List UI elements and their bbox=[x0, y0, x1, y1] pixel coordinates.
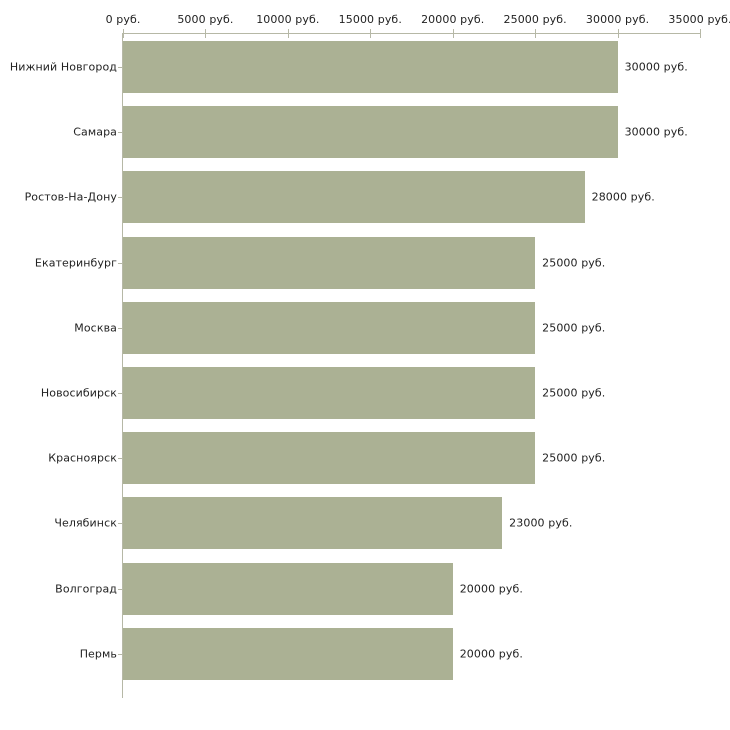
y-axis-tick bbox=[118, 132, 123, 133]
y-axis-tick bbox=[118, 589, 123, 590]
bar-value-label: 25000 руб. bbox=[542, 256, 606, 270]
bar[interactable] bbox=[123, 367, 536, 419]
bar[interactable] bbox=[123, 301, 536, 354]
y-axis-tick bbox=[118, 458, 123, 459]
x-axis-tick-label: 25000 руб. bbox=[503, 13, 567, 26]
x-axis-tick bbox=[205, 29, 207, 38]
x-axis-tick bbox=[452, 29, 454, 38]
y-axis-tick bbox=[118, 328, 123, 329]
x-axis-line bbox=[122, 33, 700, 34]
y-axis-category-label: Красноярск bbox=[48, 451, 117, 465]
y-axis-category-label: Нижний Новгород bbox=[9, 60, 117, 74]
x-axis-tick-label: 0 руб. bbox=[105, 13, 141, 26]
bar[interactable] bbox=[123, 41, 618, 93]
bar-value-label: 25000 руб. bbox=[542, 321, 606, 335]
x-axis-tick bbox=[535, 29, 537, 38]
bar-value-label: 25000 руб. bbox=[542, 386, 606, 400]
bar-value-label: 20000 руб. bbox=[459, 582, 523, 596]
y-axis-category-label: Ростов-На-Дону bbox=[24, 190, 117, 204]
bar[interactable] bbox=[123, 106, 618, 159]
bar[interactable] bbox=[123, 432, 536, 485]
bar[interactable] bbox=[123, 627, 453, 680]
y-axis-category-label: Самара bbox=[73, 125, 117, 139]
y-axis-category-label: Волгоград bbox=[55, 582, 117, 596]
x-axis-tick bbox=[700, 29, 701, 38]
x-axis-tick bbox=[123, 29, 124, 38]
bar[interactable] bbox=[123, 562, 453, 615]
x-axis-tick-label: 30000 руб. bbox=[585, 13, 650, 26]
x-axis-tick-label: 10000 руб. bbox=[256, 13, 320, 26]
x-axis-tick bbox=[287, 29, 289, 38]
y-axis-category-label: Екатеринбург bbox=[34, 256, 117, 270]
bar-value-label: 30000 руб. bbox=[624, 125, 688, 139]
y-axis-tick bbox=[118, 654, 123, 655]
x-axis-tick-label: 35000 руб. bbox=[668, 13, 730, 26]
y-axis-tick bbox=[118, 197, 123, 198]
y-axis-line bbox=[122, 33, 123, 698]
y-axis-category-label: Пермь bbox=[79, 647, 117, 661]
bar[interactable] bbox=[123, 497, 503, 550]
y-axis-tick bbox=[118, 523, 123, 524]
bar-value-label: 30000 руб. bbox=[624, 60, 688, 74]
y-axis-tick bbox=[118, 67, 123, 68]
bar[interactable] bbox=[123, 171, 585, 224]
x-axis-tick bbox=[617, 29, 619, 38]
x-axis-tick-label: 20000 руб. bbox=[421, 13, 485, 26]
bar-value-label: 20000 руб. bbox=[459, 647, 523, 661]
bar[interactable] bbox=[123, 236, 536, 289]
bar-value-label: 25000 руб. bbox=[542, 451, 606, 465]
y-axis-category-label: Москва bbox=[74, 321, 117, 335]
y-axis-category-label: Челябинск bbox=[54, 516, 117, 530]
y-axis-category-label: Новосибирск bbox=[40, 386, 117, 400]
x-axis-tick-label: 5000 руб. bbox=[177, 13, 234, 26]
bar-value-label: 28000 руб. bbox=[591, 190, 655, 204]
y-axis-tick bbox=[118, 263, 123, 264]
x-axis-tick-label: 15000 руб. bbox=[338, 13, 402, 26]
y-axis-tick bbox=[118, 393, 123, 394]
x-axis-tick bbox=[370, 29, 372, 38]
bar-value-label: 23000 руб. bbox=[509, 516, 573, 530]
